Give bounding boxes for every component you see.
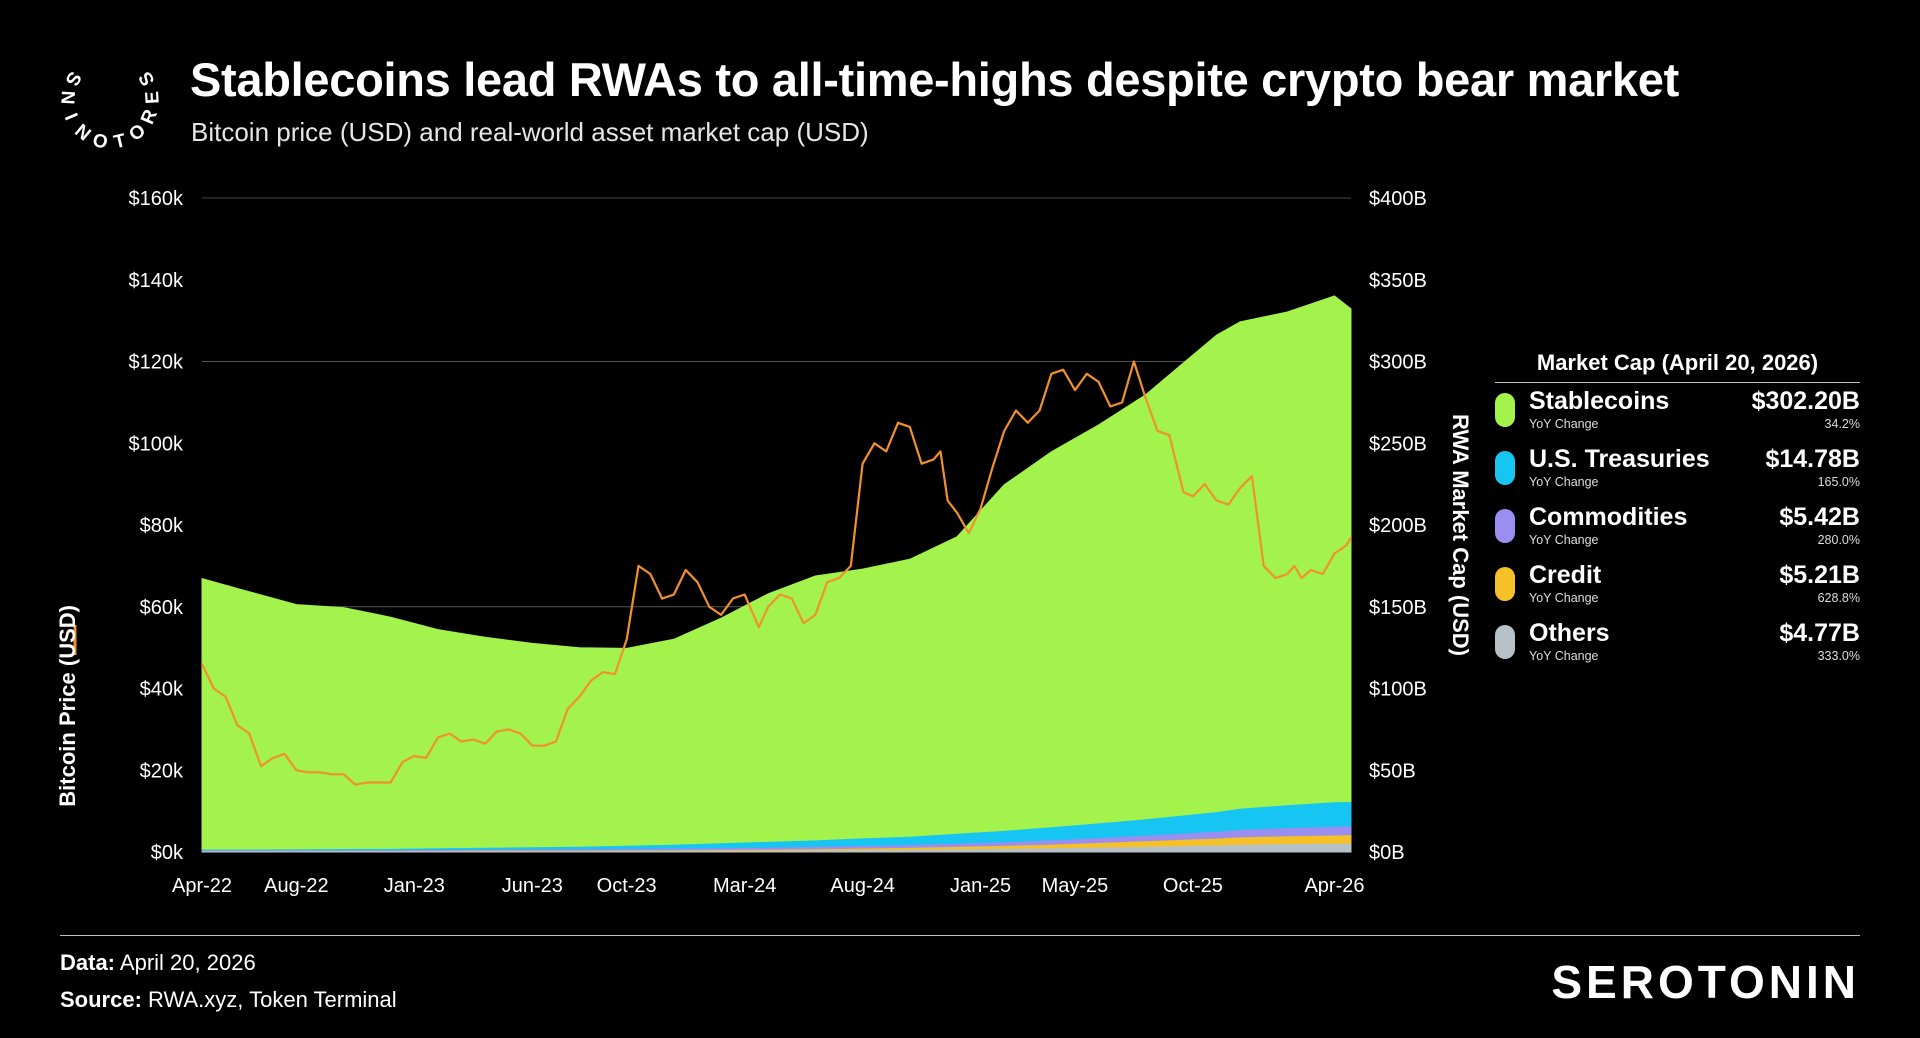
footer-data-label: Data:	[60, 950, 116, 975]
legend-name: Others	[1529, 619, 1610, 647]
x-tick-label: Apr-26	[1304, 875, 1364, 897]
legend-sub: YoY Change	[1529, 533, 1599, 547]
left-axis-label: Bitcoin Price (USD)	[55, 605, 80, 807]
left-axis-label-text: Bitcoin Price (USD)	[55, 605, 80, 807]
x-tick-label: Oct-25	[1163, 875, 1223, 897]
left-tick-label: $160k	[129, 188, 184, 210]
right-tick-label: $200B	[1369, 515, 1427, 537]
right-tick-label: $50B	[1369, 760, 1416, 782]
stablecoins-swatch	[1495, 393, 1515, 427]
legend-name: U.S. Treasuries	[1529, 445, 1710, 473]
right-tick-label: $100B	[1369, 679, 1427, 701]
treasuries-swatch	[1495, 451, 1515, 485]
left-tick-label: $60k	[140, 597, 184, 619]
legend-item-stablecoins: Stablecoins YoY Change $302.20B 34.2%	[1495, 383, 1860, 441]
legend-name: Commodities	[1529, 503, 1688, 531]
ring-letter: T	[112, 130, 129, 153]
x-tick-label: Apr-22	[172, 875, 232, 897]
right-axis-label: RWA Market Cap (USD)	[1448, 414, 1473, 656]
left-tick-label: $0k	[151, 842, 184, 864]
x-tick-label: Jan-25	[950, 875, 1011, 897]
legend-value: $4.77B	[1779, 619, 1860, 647]
ring-letter: E	[142, 91, 164, 105]
chart-title: Stablecoins lead RWAs to all-time-highs …	[190, 53, 1679, 106]
right-tick-label: $300B	[1369, 352, 1427, 374]
legend-change: 34.2%	[1824, 417, 1860, 431]
footer-source-label: Source:	[60, 987, 142, 1012]
legend-value: $302.20B	[1751, 387, 1860, 415]
x-tick-label: Aug-24	[830, 875, 895, 897]
others-swatch	[1495, 625, 1515, 659]
legend-name: Stablecoins	[1529, 387, 1670, 415]
x-tick-label: Aug-22	[264, 875, 329, 897]
footer-divider	[60, 935, 1860, 936]
right-tick-label: $350B	[1369, 270, 1427, 292]
legend-value: $5.42B	[1779, 503, 1860, 531]
legend-sub: YoY Change	[1529, 649, 1599, 663]
left-tick-label: $80k	[140, 515, 184, 537]
ring-letter: O	[90, 130, 109, 154]
legend-value: $5.21B	[1779, 561, 1860, 589]
x-tick-label: Jun-23	[502, 875, 563, 897]
market-cap-legend: Market Cap (April 20, 2026) Stablecoins …	[1495, 350, 1860, 673]
footer-source: Source: RWA.xyz, Token Terminal	[60, 987, 397, 1013]
serotonin-wordmark: SEROTONIN	[1551, 956, 1860, 1008]
right-tick-label: $250B	[1369, 433, 1427, 455]
legend-item-commodities: Commodities YoY Change $5.42B 280.0%	[1495, 499, 1860, 557]
left-tick-label: $100k	[129, 433, 184, 455]
left-tick-label: $140k	[129, 270, 184, 292]
legend-change: 628.8%	[1817, 591, 1860, 605]
chart-subtitle: Bitcoin price (USD) and real-world asset…	[191, 117, 869, 147]
legend-change: 333.0%	[1817, 649, 1860, 663]
right-tick-label: $400B	[1369, 188, 1427, 210]
legend-item-credit: Credit YoY Change $5.21B 628.8%	[1495, 557, 1860, 615]
legend-item-others: Others YoY Change $4.77B 333.0%	[1495, 615, 1860, 673]
x-tick-label: May-25	[1042, 875, 1109, 897]
commodities-swatch	[1495, 509, 1515, 543]
legend-name: Credit	[1529, 561, 1602, 589]
legend-item-us-treasuries: U.S. Treasuries YoY Change $14.78B 165.0…	[1495, 441, 1860, 499]
legend-sub: YoY Change	[1529, 591, 1599, 605]
footer-data: Data: April 20, 2026	[60, 950, 256, 976]
area-stablecoins	[201, 295, 1352, 851]
left-tick-label: $40k	[140, 679, 184, 701]
left-tick-label: $20k	[140, 760, 184, 782]
x-tick-label: Oct-23	[597, 875, 657, 897]
left-tick-label: $120k	[129, 352, 184, 374]
right-tick-label: $150B	[1369, 597, 1427, 619]
legend-change: 165.0%	[1817, 475, 1860, 489]
legend-title: Market Cap (April 20, 2026)	[1495, 350, 1860, 383]
legend-change: 280.0%	[1817, 533, 1860, 547]
legend-sub: YoY Change	[1529, 417, 1599, 431]
legend-value: $14.78B	[1765, 445, 1860, 473]
legend-sub: YoY Change	[1529, 475, 1599, 489]
area-others	[201, 843, 1352, 853]
btc-price-line	[201, 360, 1352, 786]
x-tick-label: Jan-23	[384, 875, 445, 897]
credit-swatch	[1495, 567, 1515, 601]
ring-letter: N	[56, 90, 78, 105]
footer-source-value: RWA.xyz, Token Terminal	[148, 987, 397, 1012]
rwa-btc-chart: $0k$20k$40k$60k$80k$100k$120k$140k$160k …	[55, 188, 1473, 897]
x-tick-label: Mar-24	[713, 875, 776, 897]
right-tick-label: $0B	[1369, 842, 1405, 864]
footer-data-value: April 20, 2026	[119, 950, 256, 975]
